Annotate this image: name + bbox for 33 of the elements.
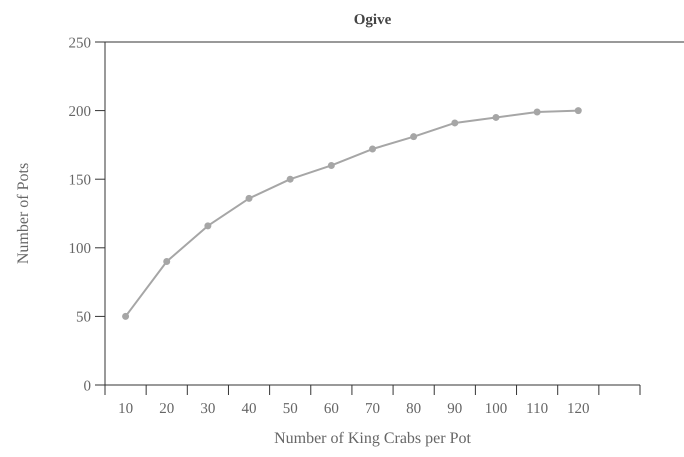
chart-title: Ogive — [354, 12, 392, 28]
y-tick-label: 0 — [84, 378, 91, 394]
x-tick-label: 70 — [365, 401, 380, 417]
x-tick-label: 30 — [200, 401, 216, 417]
x-tick-label: 100 — [484, 401, 508, 417]
point — [410, 133, 418, 140]
x-tick-label: 80 — [406, 401, 422, 417]
y-tick-label: 150 — [68, 172, 91, 188]
point — [286, 176, 294, 183]
point — [574, 107, 582, 114]
x-tick-label: 10 — [118, 401, 134, 417]
point — [122, 312, 130, 320]
y-tick-label: 100 — [68, 241, 91, 258]
point — [204, 222, 212, 230]
point — [246, 194, 253, 202]
x-tick-label: 120 — [567, 401, 590, 417]
point — [163, 258, 170, 266]
point — [328, 162, 335, 169]
x-axis-title: Number of King Crabs per Pot — [274, 430, 472, 447]
y-tick-label: 200 — [68, 104, 91, 120]
point — [369, 146, 376, 153]
point — [492, 114, 500, 121]
y-tick-label: 250 — [68, 35, 91, 52]
point — [534, 108, 541, 116]
x-tick-label: 60 — [324, 401, 339, 417]
x-tick-label: 110 — [526, 401, 548, 417]
y-axis-title: Number of Pots — [15, 162, 32, 264]
x-tick-label: 90 — [447, 401, 462, 417]
x-tick-label: 40 — [242, 401, 257, 417]
x-tick-label: 20 — [159, 401, 174, 417]
y-tick-label: 50 — [76, 310, 91, 326]
point — [451, 119, 458, 126]
x-tick-label: 50 — [282, 401, 298, 417]
